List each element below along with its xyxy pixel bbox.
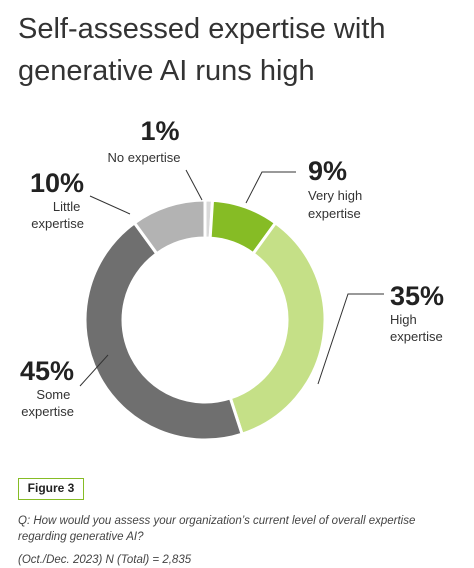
leader-line-3 (79, 354, 109, 387)
slice-label-little-line-1: Little (53, 199, 80, 214)
slice-pct-label-little-expertise: 10% (30, 168, 84, 198)
slice-pct-label-very-high-expertise: 9% (308, 156, 347, 186)
slice-pct-label-some-expertise: 45% (20, 356, 74, 386)
slice-label-some-expertise: Some expertise (21, 387, 74, 419)
figure-label: Figure 3 (18, 478, 84, 500)
leader-line-4 (89, 195, 131, 215)
leader-line-0 (185, 169, 203, 201)
slice-high-expertise (228, 220, 327, 437)
survey-question: Q: How would you assess your organizatio… (18, 515, 416, 543)
slice-little-expertise (132, 198, 207, 256)
slice-pct-label-high-expertise: 35% (390, 281, 444, 311)
slice-label-little-line-2: expertise (31, 216, 84, 231)
slice-label-very-high-expertise: Very high expertise (308, 188, 366, 221)
slice-label-little-expertise: Little expertise (31, 199, 84, 231)
slice-label-no-expertise: No expertise (108, 150, 181, 165)
slice-label-high-line-2: expertise (390, 329, 443, 344)
slice-label-high-line-1: High (390, 312, 417, 327)
slice-label-high-expertise: High expertise (390, 312, 443, 344)
donut-chart: 1% No expertise 9% Very high expertise 3… (20, 116, 444, 442)
slice-label-very-high-line-1: Very high (308, 188, 362, 203)
slice-label-some-line-2: expertise (21, 404, 74, 419)
chart-title: Self-assessed expertise with generative … (18, 13, 386, 87)
leader-line-1 (245, 171, 296, 204)
survey-note: (Oct./Dec. 2023) N (Total) = 2,835 (18, 554, 192, 566)
slice-label-some-line-1: Some (36, 387, 70, 402)
donut-slices (83, 198, 327, 442)
leader-line-2 (317, 293, 384, 385)
slice-label-very-high-line-2: expertise (308, 206, 361, 221)
leader-lines (79, 169, 384, 387)
slice-pct-label-no-expertise: 1% (140, 116, 179, 146)
slice-some-expertise (83, 220, 244, 442)
